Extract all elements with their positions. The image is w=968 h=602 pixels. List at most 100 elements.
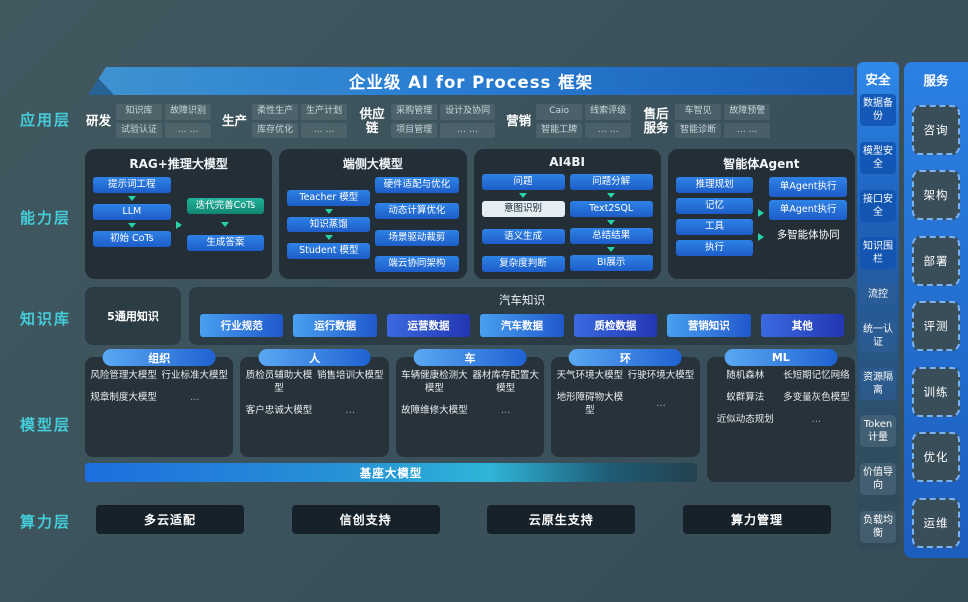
app-item: 故障预警 xyxy=(724,103,771,120)
arrow-down-icon xyxy=(221,222,230,227)
security-item: 模型安全 xyxy=(860,141,896,174)
compute-item: 多云适配 xyxy=(96,505,244,534)
layer-label-application: 应用层 xyxy=(20,111,72,129)
arrow-down-icon xyxy=(607,246,616,252)
service-item: 训练 xyxy=(912,366,960,417)
knowledge-button: 营销知识 xyxy=(667,314,751,337)
model-item-more: … xyxy=(500,404,511,416)
foundation-model-bar: 基座大模型 xyxy=(85,463,697,482)
app-group-title: 营销 xyxy=(506,112,532,128)
arrow-down-icon xyxy=(607,219,616,225)
app-group-title: 生产 xyxy=(222,112,248,128)
application-layer-row: 研发 知识库 故障识别 试验认证 … … 生产 柔性生产 生产计划 库存优化 …… xyxy=(86,98,856,144)
app-item: … … xyxy=(585,122,632,139)
cap-group-title: RAG+推理大模型 xyxy=(129,157,228,171)
list-item: 动态计算优化 xyxy=(375,203,459,220)
model-item: 车辆健康检测大模型 xyxy=(401,370,468,394)
app-group-rnd: 研发 知识库 故障识别 试验认证 … … xyxy=(86,103,212,139)
ai4bi-right: 问题分解 Text2SQL 总结结果 BI展示 xyxy=(569,174,653,272)
model-item: 销售培训大模型 xyxy=(316,370,384,381)
flow-step: 意图识别 xyxy=(481,200,565,217)
app-group-after-sales: 售后服务 车智见 故障预警 智能诊断 … … xyxy=(642,103,771,139)
cap-group-body: 问题 意图识别 语义生成 复杂度判断 问题分解 Text2SQL 总结结果 BI… xyxy=(481,174,653,272)
model-group-people: 人 质检员辅助大模型 销售培训大模型 客户忠诚大模型 … xyxy=(240,349,389,457)
capability-layer-row: RAG+推理大模型 提示词工程 LLM 初始 CoTs 迭代完善CoTs 生成答… xyxy=(85,149,855,279)
flow-step: 生成答案 xyxy=(186,235,265,251)
model-group-vehicle: 车 车辆健康检测大模型 器材库存配置大模型 故障维修大模型 … xyxy=(395,349,545,457)
arrow-down-icon xyxy=(127,222,136,228)
model-item: 行驶环境大模型 xyxy=(627,370,695,381)
list-item: 推理规划 xyxy=(675,177,754,193)
flow-step: 语义生成 xyxy=(481,228,565,245)
model-item: 质检员辅助大模型 xyxy=(245,370,313,394)
security-title: 安全 xyxy=(865,72,891,87)
flow-step: 提示词工程 xyxy=(93,177,171,193)
model-group-items: 风险管理大模型 行业标准大模型 规章制度大模型 … xyxy=(90,370,228,405)
app-group-items: 柔性生产 生产计划 库存优化 … … xyxy=(252,103,348,139)
app-item: 采购管理 xyxy=(391,103,438,120)
app-group-items: 采购管理 设计及协同 项目管理 … … xyxy=(391,103,496,139)
security-item: 负载均衡 xyxy=(860,510,896,543)
agent-right: 单Agent执行 单Agent执行 多智能体协同 xyxy=(769,177,847,272)
layer-label-compute: 算力层 xyxy=(20,513,72,531)
model-group-items: 随机森林 长短期记忆网络 蚁群算法 多变量灰色模型 近似动态规划 … xyxy=(712,370,850,426)
app-item: … … xyxy=(440,122,496,139)
model-item: 近似动态规划 xyxy=(716,413,774,425)
edge-flow-left: Teacher 模型 知识蒸馏 Student 模型 xyxy=(287,177,371,272)
auto-knowledge-panel: 汽车知识 行业规范 运行数据 运营数据 汽车数据 质检数据 营销知识 其他 xyxy=(189,287,855,345)
model-item: 器材库存配置大模型 xyxy=(472,370,539,394)
cap-group-ai4bi: AI4BI 问题 意图识别 语义生成 复杂度判断 问题分解 Text2SQL 总… xyxy=(473,149,661,279)
knowledge-layer-row: 5通用知识 汽车知识 行业规范 运行数据 运营数据 汽车数据 质检数据 营销知识… xyxy=(85,287,855,345)
list-item: 端云协同架构 xyxy=(375,256,459,272)
security-items: 数据备份 模型安全 接口安全 知识围栏 流控 统一认证 资源隔离 Token计量… xyxy=(857,94,899,543)
model-item-more: … xyxy=(811,413,822,425)
rag-flow-right: 迭代完善CoTs 生成答案 xyxy=(186,177,265,272)
list-item: 记忆 xyxy=(675,197,754,214)
app-item: … … xyxy=(724,122,771,139)
model-item: 风险管理大模型 xyxy=(90,370,157,381)
arrow-right-icon xyxy=(758,208,765,217)
app-group-supply-chain: 供应链 采购管理 设计及协同 项目管理 … … xyxy=(358,103,496,139)
layer-label-knowledge: 知识库 xyxy=(20,310,72,328)
app-item: 生产计划 xyxy=(301,103,348,120)
security-item: 知识围栏 xyxy=(860,237,896,270)
model-group-pill: 组织 xyxy=(102,349,216,366)
app-group-marketing: 营销 Caio 线索评级 智能工牌 … … xyxy=(506,103,632,139)
service-item: 架构 xyxy=(912,170,960,221)
model-item: 规章制度大模型 xyxy=(90,391,157,403)
security-item: 流控 xyxy=(860,285,896,305)
model-group-pill: 环 xyxy=(569,349,682,366)
knowledge-button: 行业规范 xyxy=(200,314,284,337)
cap-group-rag: RAG+推理大模型 提示词工程 LLM 初始 CoTs 迭代完善CoTs 生成答… xyxy=(85,149,273,279)
knowledge-button: 运行数据 xyxy=(293,314,377,337)
security-item: 价值导向 xyxy=(860,463,896,496)
services-column: 服务 咨询 架构 部署 评测 训练 优化 运维 xyxy=(904,62,968,558)
cap-group-edge-model: 端侧大模型 Teacher 模型 知识蒸馏 Student 模型 硬件适配与优化… xyxy=(279,149,467,279)
flow-connector xyxy=(758,177,765,272)
cap-group-body: 推理规划 记忆 工具 执行 单Agent执行 单Agent执行 多智能体协同 xyxy=(675,177,847,272)
layer-label-capability: 能力层 xyxy=(20,209,72,227)
arrow-down-icon xyxy=(127,195,136,201)
list-item: 场景驱动裁剪 xyxy=(375,229,459,246)
cap-group-agent: 智能体Agent 推理规划 记忆 工具 执行 单Agent执行 单Agent执行… xyxy=(667,149,855,279)
app-item: 试验认证 xyxy=(116,122,163,139)
services-title: 服务 xyxy=(923,73,949,88)
app-group-items: 车智见 故障预警 智能诊断 … … xyxy=(675,103,771,139)
arrow-down-icon xyxy=(324,208,333,214)
cap-group-title: 端侧大模型 xyxy=(342,157,403,171)
arrow-down-icon xyxy=(324,235,333,241)
flow-step: 复杂度判断 xyxy=(481,256,565,272)
general-knowledge-box: 5通用知识 xyxy=(85,287,181,345)
agent-caption: 多智能体协同 xyxy=(776,228,840,241)
flow-step: 问题分解 xyxy=(569,174,653,190)
edge-list-right: 硬件适配与优化 动态计算优化 场景驱动裁剪 端云协同架构 xyxy=(375,177,459,272)
model-group-items: 天气环境大模型 行驶环境大模型 地形障碍物大模型 … xyxy=(556,370,695,417)
app-item: Caio xyxy=(536,103,583,120)
app-group-items: 知识库 故障识别 试验认证 … … xyxy=(116,103,212,139)
app-group-title: 研发 xyxy=(86,112,112,128)
model-group-items: 车辆健康检测大模型 器材库存配置大模型 故障维修大模型 … xyxy=(401,370,539,417)
knowledge-button: 其他 xyxy=(760,314,844,337)
flow-step: 知识蒸馏 xyxy=(287,216,371,233)
app-item: 智能诊断 xyxy=(675,122,722,139)
